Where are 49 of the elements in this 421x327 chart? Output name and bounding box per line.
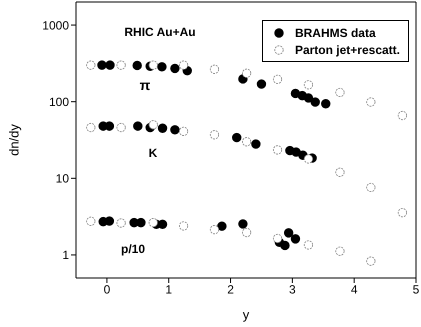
point [178, 60, 188, 70]
x-tick-label: 1 [165, 282, 172, 297]
point [304, 154, 314, 164]
point [284, 228, 294, 238]
point [304, 93, 314, 103]
point [136, 218, 146, 228]
y-axis-title: dn/dy [6, 124, 22, 156]
x-tick-label: 2 [227, 282, 234, 297]
y-tick-label: 10 [56, 172, 70, 186]
point [158, 124, 168, 133]
point [310, 97, 320, 107]
point [272, 234, 282, 244]
x-tick-label: 5 [412, 282, 420, 297]
point [251, 139, 261, 149]
legend-label: Parton jet+rescatt. [294, 42, 400, 56]
point [170, 125, 180, 134]
point [104, 121, 114, 131]
point [148, 120, 158, 130]
point [291, 147, 301, 157]
point [170, 64, 180, 74]
point [158, 220, 168, 230]
point [105, 60, 115, 70]
point [217, 222, 227, 231]
point [238, 219, 248, 229]
point [290, 234, 300, 244]
point [256, 79, 266, 89]
point [157, 62, 167, 72]
point [104, 216, 114, 226]
y-tick-label: 1000 [42, 18, 70, 32]
annotation: K [148, 146, 158, 160]
x-tick-label: 0 [104, 282, 111, 297]
point [148, 60, 158, 70]
point [148, 218, 158, 228]
point [133, 121, 143, 131]
annotation: p/10 [120, 242, 146, 256]
x-tick-label: 3 [289, 282, 296, 297]
point [242, 68, 252, 78]
point [97, 60, 107, 70]
annotation: RHIC Au+Au [124, 25, 196, 39]
y-tick-label: 100 [48, 94, 70, 109]
point [232, 132, 242, 142]
annotation: π [140, 77, 151, 93]
point [280, 240, 290, 250]
x-axis-title: y [242, 307, 250, 322]
legend-label: BRAHMS data [294, 26, 376, 40]
y-tick-label: 1 [62, 248, 70, 262]
x-tick-label: 4 [350, 282, 358, 297]
point [132, 60, 142, 70]
point [321, 99, 330, 108]
